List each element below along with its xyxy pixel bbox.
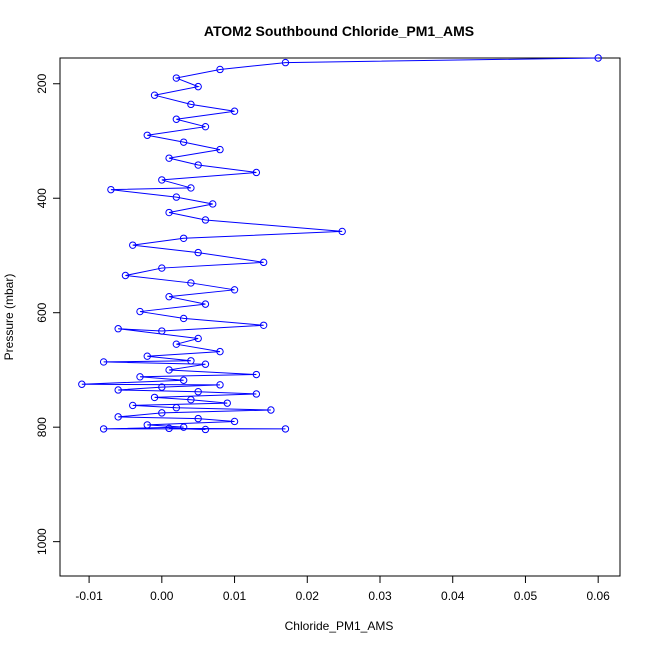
data-point [114,325,122,333]
data-point [594,54,602,62]
data-point [209,200,217,208]
data-point [187,100,195,109]
data-point [165,208,173,217]
data-point [259,258,268,267]
data-point [99,425,108,433]
data-point [201,360,210,368]
data-point [172,404,181,412]
data-point [179,314,188,323]
data-point [223,399,231,407]
data-point [143,131,151,139]
y-tick-label: 400 [35,188,49,208]
y-tick-label: 600 [35,302,49,322]
data-point [172,115,181,123]
data-point [194,82,202,91]
data-point [179,138,188,146]
data-point [194,414,202,423]
x-tick-label: -0.01 [75,589,103,603]
data-point [267,406,275,414]
data-point [230,417,239,426]
data-point [158,264,166,272]
data-point [158,327,166,335]
data-point [230,107,239,115]
data-point [201,300,210,308]
y-axis: 200 400 600 800 1000 [35,73,61,555]
data-point [165,424,173,433]
data-point [194,161,202,169]
data-point [230,286,239,294]
data-point [252,390,261,398]
y-axis-label: Pressure (mbar) [2,274,16,361]
x-tick-label: 0.00 [150,589,174,603]
data-point [114,413,122,421]
data-point [150,393,159,402]
data-point [172,74,181,82]
data-point [150,91,159,99]
data-point [158,383,166,391]
data-point [259,321,268,329]
data-point [165,154,173,162]
data-point [136,373,144,381]
data-point [187,184,195,192]
data-point [114,386,122,394]
data-point [78,380,86,388]
data-point [201,122,210,131]
data-point [129,401,137,410]
data-point [99,358,108,366]
x-axis-label: Chloride_PM1_AMS [285,619,394,633]
data-point [107,185,115,194]
data-point [172,340,181,348]
data-point [252,168,261,177]
data-point [158,409,166,417]
x-tick-label: 0.05 [514,589,538,603]
data-point [121,271,130,280]
y-tick-label: 1000 [35,528,49,555]
data-point [129,241,137,249]
data-point [187,357,195,365]
data-point [201,216,210,224]
data-point [179,423,188,431]
y-tick-label: 200 [35,73,49,93]
data-point [165,366,173,374]
data-point [143,352,151,360]
y-tick-label: 800 [35,417,49,437]
data-point [216,347,224,356]
x-tick-label: 0.06 [587,589,611,603]
data-point [143,421,151,429]
series-layer [78,54,602,434]
data-point [216,145,224,154]
x-tick-label: 0.02 [296,589,320,603]
data-point [158,176,166,184]
data-point [165,292,173,301]
data-point [172,193,181,201]
data-point [216,65,224,74]
data-point [194,248,202,257]
data-point [216,381,224,389]
data-point [252,370,261,379]
data-point [136,307,144,316]
series-line [81,57,599,430]
data-point [194,334,202,343]
data-point [187,279,195,287]
data-point [194,388,202,396]
x-tick-label: 0.04 [441,589,465,603]
data-point [338,227,346,236]
data-point [201,425,210,434]
x-tick-label: 0.03 [368,589,392,603]
x-tick-label: 0.01 [223,589,247,603]
x-axis: -0.01 0.00 0.01 0.02 0.03 0.04 0.05 0.06 [75,575,611,603]
data-point [179,234,188,243]
data-point [179,376,188,384]
chart-title: ATOM2 Southbound Chloride_PM1_AMS [204,23,474,39]
data-point [281,58,290,67]
data-point [281,425,290,433]
data-point [187,396,195,404]
